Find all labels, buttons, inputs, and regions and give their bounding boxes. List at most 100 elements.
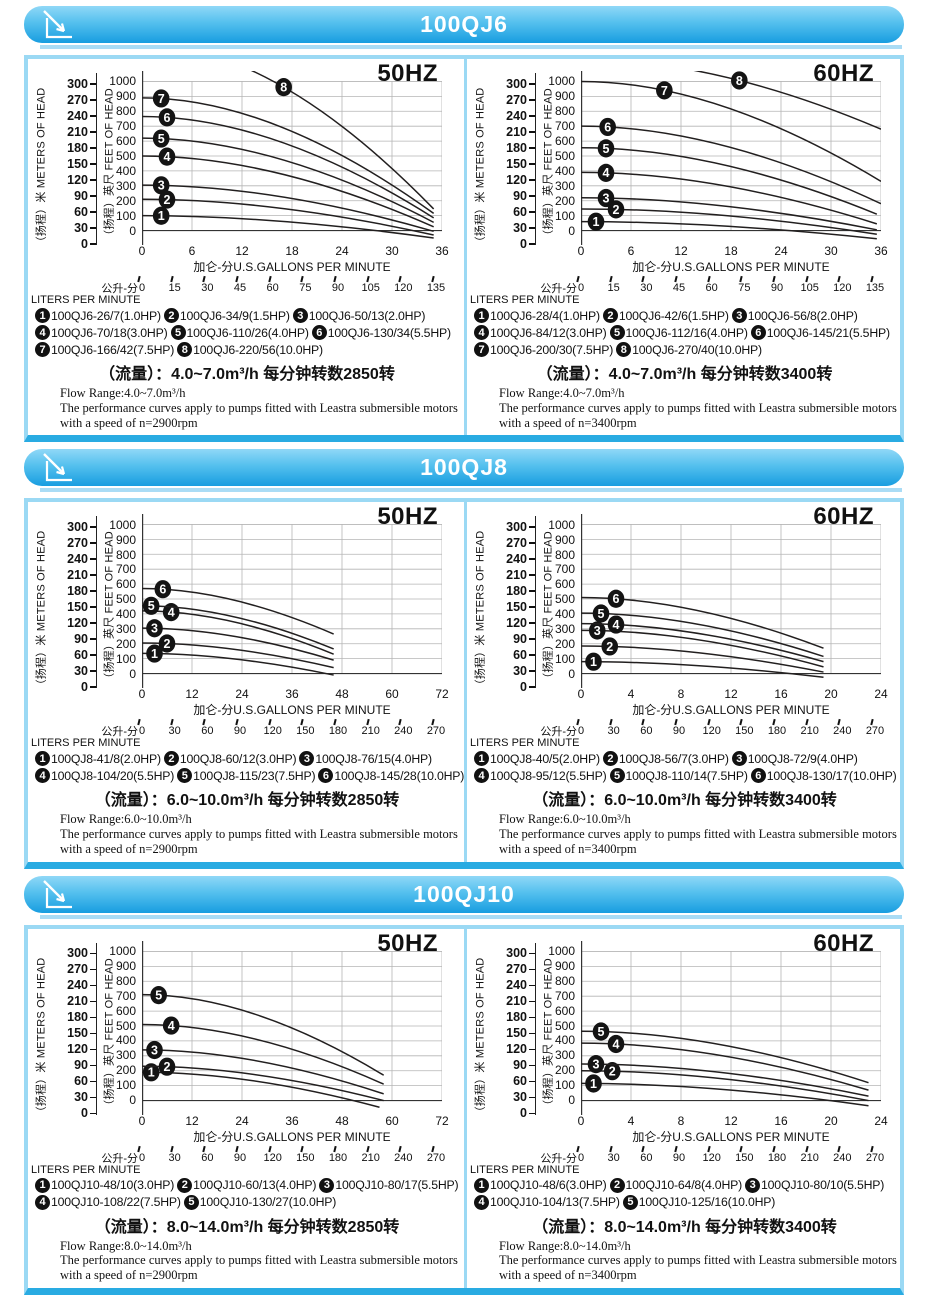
svg-text:3: 3 [151, 1043, 158, 1057]
gpm-tick-label: 0 [577, 1113, 585, 1128]
lpm-axis-prefix: 公升-分 [101, 283, 138, 295]
feet-axis-label: 300 [115, 622, 136, 637]
lpm-tick-label: 240 [833, 1151, 852, 1164]
performance-note-line1: The performance curves apply to pumps fi… [60, 400, 458, 415]
curve-number-badge [607, 615, 625, 634]
pump-curve-6 [142, 115, 435, 219]
lpm-tick-label: 150 [735, 1151, 754, 1164]
meters-axis-tick [90, 638, 96, 640]
legend-number-badge: 4 [474, 325, 489, 340]
pump-curve-7 [581, 80, 881, 182]
lpm-tick-label: 60 [640, 1151, 653, 1164]
legend-item: 3 100QJ8-72/9(4.0HP) [731, 751, 858, 767]
gpm-tick-label: 12 [674, 244, 688, 258]
gpm-tick-label: 0 [138, 687, 146, 702]
meters-axis-label: 0 [520, 1106, 527, 1120]
legend-item: 7 100QJ6-166/42(7.5HP) [35, 342, 174, 357]
gpm-tick-label: 60 [385, 1113, 399, 1128]
meters-axis-label: 180 [67, 140, 88, 155]
svg-text:8: 8 [736, 74, 743, 88]
meters-axis-tick [529, 163, 535, 165]
legend-item: 3 100QJ6-50/13(2.0HP) [292, 308, 425, 323]
section-banner: 100QJ6 [24, 6, 904, 43]
meters-axis-tick [90, 1000, 96, 1002]
legend-model-label: 100QJ8-115/23(7.5HP) [193, 768, 316, 783]
lpm-tick-label: 135 [426, 282, 446, 294]
svg-text:2: 2 [609, 1064, 616, 1078]
feet-axis-label: 400 [115, 1033, 136, 1048]
legend-item: 6 100QJ6-130/34(5.5HP) [311, 325, 451, 340]
svg-text:3: 3 [158, 179, 165, 193]
lpm-tick-label: 0 [138, 282, 146, 294]
legend-number-badge: 1 [35, 751, 50, 767]
gpm-tick-label: 48 [335, 687, 349, 702]
legend-item: 3 100QJ10-80/10(5.5HP) [745, 1177, 884, 1193]
legend-row: 4 100QJ10-104/13(7.5HP) 5 100QJ10-125/16(10… [474, 1194, 900, 1210]
performance-note-line1: The performance curves apply to pumps fi… [499, 1253, 897, 1268]
meters-axis-label: 60 [513, 1074, 527, 1088]
meters-axis-tick [529, 542, 535, 544]
meters-axis-label: 300 [506, 76, 527, 91]
legend-number-badge: 5 [609, 768, 625, 784]
corner-arrow-icon [37, 878, 77, 917]
curve-number-badge [154, 580, 172, 599]
meters-axis-label: 120 [506, 615, 527, 630]
legend-row: 4 100QJ6-70/18(3.0HP) 5 100QJ6-110/26(4.0HP… [35, 325, 464, 340]
legend-model-label: 100QJ10-80/17(5.5HP) [335, 1178, 459, 1192]
gpm-tick-label: 24 [874, 1113, 888, 1128]
svg-text:5: 5 [598, 607, 605, 621]
meters-axis-tick [529, 115, 535, 117]
legend-item: 5 100QJ8-115/23(7.5HP) [177, 768, 316, 784]
legend-model-label: 100QJ10-48/10(3.0HP) [51, 1178, 175, 1192]
legend-item: 5 100QJ6-110/26(4.0HP) [170, 325, 309, 340]
lpm-tick-label: 0 [138, 1151, 146, 1164]
meters-axis-tick [90, 952, 96, 954]
meters-axis-label: 150 [506, 599, 527, 614]
legend-model-label: 100QJ6-42/6(1.5HP) [618, 308, 729, 323]
lpm-tick-label: 180 [767, 725, 787, 738]
meters-axis-label: 180 [67, 1010, 88, 1024]
meters-axis-label: 120 [67, 172, 88, 187]
flow-rate-line-cn: （流量）：6.0~10.0m³/h 每分钟转数3400转 [532, 792, 837, 810]
lpm-tick-label: 270 [426, 1151, 446, 1164]
meters-axis-label: 120 [67, 615, 88, 630]
meters-axis-tick [529, 131, 535, 133]
svg-text:3: 3 [594, 624, 601, 638]
svg-text:3: 3 [593, 1057, 600, 1071]
meters-axis-tick [90, 1096, 96, 1098]
gpm-tick-label: 12 [724, 687, 738, 702]
legend-item: 2 100QJ8-56/7(3.0HP) [602, 751, 729, 767]
meters-axis-tick [90, 590, 96, 592]
meters-axis-tick [529, 1048, 535, 1050]
feet-axis-label: 400 [115, 607, 136, 622]
legend-number-badge: 8 [177, 342, 193, 357]
legend-number-badge: 4 [474, 1194, 489, 1210]
lpm-tick-label: 270 [865, 1151, 885, 1164]
gpm-tick-label: 8 [677, 687, 685, 702]
feet-axis-label: 200 [554, 636, 575, 651]
gpm-tick-label: 24 [335, 244, 349, 258]
pump-curve-1 [581, 1082, 869, 1107]
legend-item: 4 100QJ8-95/12(5.5HP) [474, 768, 607, 784]
meters-axis-label: 180 [506, 1010, 527, 1024]
meters-axis-line [96, 73, 98, 245]
notes-block: Flow Range:8.0~14.0m³/h The performance … [499, 1239, 900, 1283]
flow-rate-line-cn: （流量）：6.0~10.0m³/h 每分钟转数2850转 [94, 792, 400, 810]
performance-note-line2: with a speed of n=3400rpm [499, 841, 637, 856]
meters-axis-tick [90, 99, 96, 101]
feet-axis-label: 200 [115, 636, 136, 651]
curve-number-badge [146, 1040, 163, 1059]
feet-axis-label: 0 [568, 666, 575, 681]
svg-text:4: 4 [168, 606, 175, 620]
legend-model-label: 100QJ8-145/28(10.0HP) [334, 768, 465, 783]
lpm-tick-label: 15 [168, 282, 181, 294]
meters-axis-tick [90, 686, 96, 688]
meters-axis-tick [529, 1096, 535, 1098]
lpm-tick-label: 210 [800, 725, 819, 738]
curve-number-badge [142, 1062, 160, 1081]
lpm-axis-prefix: 公升-分 [101, 726, 138, 739]
legend-number-badge: 3 [731, 308, 747, 323]
gpm-axis-title: 加仑-分U.S.GALLONS PER MINUTE [632, 260, 830, 274]
meters-axis-label: 240 [506, 978, 527, 992]
legend-model-label: 100QJ10-48/6(3.0HP) [490, 1178, 607, 1192]
